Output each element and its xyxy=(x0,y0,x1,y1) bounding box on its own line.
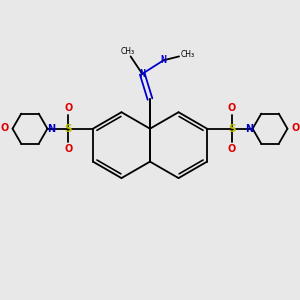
Text: O: O xyxy=(64,103,73,113)
Text: N: N xyxy=(244,124,253,134)
Text: CH₃: CH₃ xyxy=(181,50,195,59)
Text: CH₃: CH₃ xyxy=(121,47,135,56)
Text: N: N xyxy=(47,124,56,134)
Text: S: S xyxy=(64,124,71,134)
Text: N: N xyxy=(139,69,145,79)
Text: O: O xyxy=(227,144,236,154)
Text: O: O xyxy=(227,103,236,113)
Text: N: N xyxy=(160,55,166,65)
Text: S: S xyxy=(229,124,236,134)
Text: O: O xyxy=(1,123,9,133)
Text: O: O xyxy=(291,123,299,133)
Text: O: O xyxy=(64,144,73,154)
